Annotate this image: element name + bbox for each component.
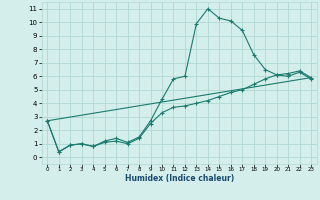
X-axis label: Humidex (Indice chaleur): Humidex (Indice chaleur) — [124, 174, 234, 183]
